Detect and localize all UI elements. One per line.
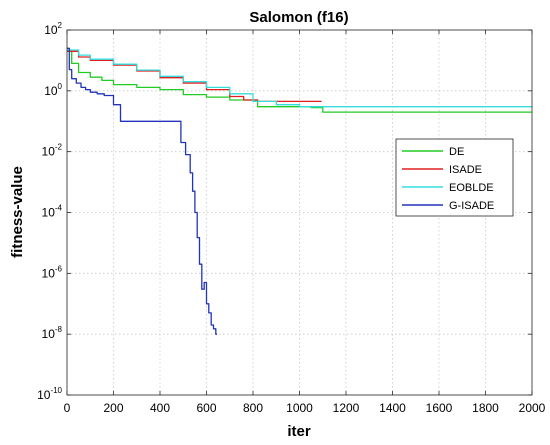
x-tick-label: 2000 — [519, 401, 546, 415]
chart-title: Salomon (f16) — [249, 9, 348, 26]
y-tick-label: 10-6 — [42, 264, 63, 280]
x-tick-label: 600 — [196, 401, 216, 415]
y-tick-label: 100 — [44, 82, 62, 98]
x-tick-label: 200 — [103, 401, 123, 415]
y-tick-label: 10-2 — [42, 143, 63, 159]
x-tick-label: 400 — [150, 401, 170, 415]
y-tick-label: 102 — [44, 21, 62, 37]
legend-label: DE — [449, 146, 464, 158]
x-tick-label: 1000 — [286, 401, 313, 415]
y-tick-label: 10-8 — [42, 325, 63, 341]
x-tick-label: 1200 — [333, 401, 360, 415]
legend-label: ISADE — [449, 164, 482, 176]
x-tick-label: 1800 — [472, 401, 499, 415]
y-tick-label: 10-10 — [37, 386, 62, 402]
x-ticks: 0 200 400 600 800 1000 1200 1400 1600 1800 2000 — [64, 30, 546, 415]
y-tick-label: 10-4 — [42, 204, 63, 220]
legend-items: DE ISADE EOBLDE G-ISADE — [402, 146, 494, 212]
x-axis-label: iter — [287, 423, 311, 440]
legend: DE ISADE EOBLDE G-ISADE — [395, 138, 514, 217]
series-line-g-isade — [67, 47, 217, 335]
y-axis-label: fitness-value — [9, 166, 26, 258]
series-line-eoblde — [67, 49, 532, 108]
legend-label: G-ISADE — [449, 200, 494, 212]
y-ticks: 10-10 10-8 10-6 10-4 10-2 100 102 — [37, 21, 532, 402]
legend-box — [395, 138, 514, 217]
x-tick-label: 800 — [243, 401, 263, 415]
x-tick-label: 0 — [64, 401, 71, 415]
x-tick-label: 1600 — [426, 401, 453, 415]
legend-label: EOBLDE — [449, 182, 494, 194]
series-lines — [67, 47, 532, 335]
x-tick-label: 1400 — [379, 401, 406, 415]
